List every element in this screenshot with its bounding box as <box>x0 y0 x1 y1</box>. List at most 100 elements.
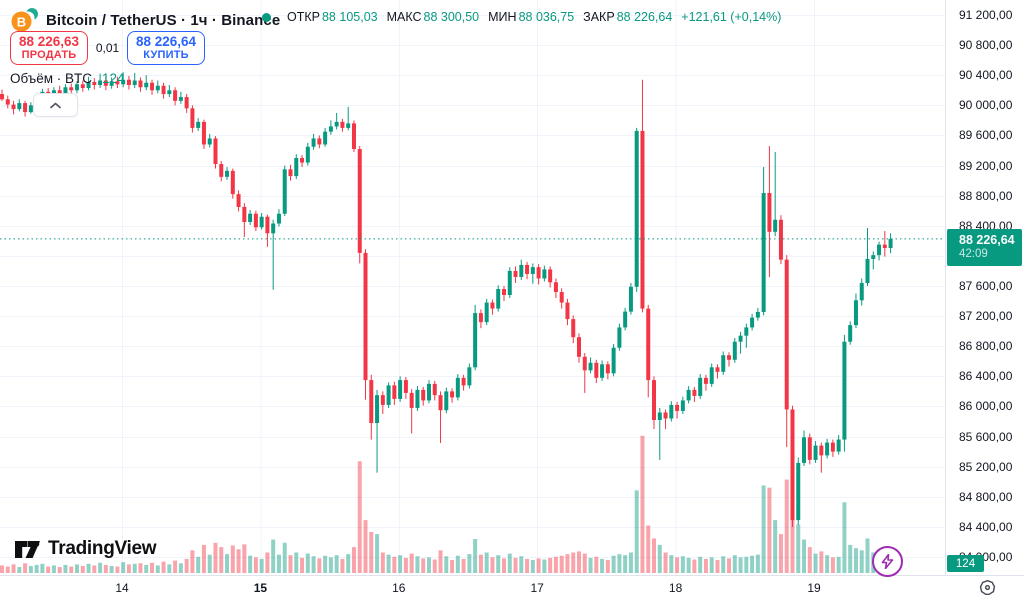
volume-bar <box>709 557 714 573</box>
candle-body <box>294 158 299 177</box>
volume-bar <box>438 550 443 573</box>
price-axis-label: 91 200,00 <box>959 8 1013 22</box>
volume-bar <box>825 555 830 573</box>
candle-body <box>732 341 737 360</box>
volume-bar <box>201 544 206 573</box>
volume-bar <box>346 554 351 573</box>
candle-body <box>842 341 847 440</box>
volume-bar <box>848 544 853 573</box>
volume-bar <box>796 524 801 573</box>
candle-body <box>334 121 339 127</box>
candle-body <box>455 377 460 398</box>
volume-bar <box>640 435 645 573</box>
candle-body <box>565 302 570 320</box>
volume-bar <box>17 567 22 573</box>
lightning-bolt-button[interactable] <box>872 546 903 577</box>
candle-body <box>721 355 726 372</box>
volume-bar <box>496 555 501 573</box>
candle-body <box>490 302 495 309</box>
volume-legend-title: Объём · BTC <box>10 71 93 86</box>
volume-legend: Объём · BTC 124 <box>10 71 125 86</box>
candle-body <box>392 385 397 399</box>
volume-bar <box>328 557 333 573</box>
sell-button[interactable]: 88 226,63 ПРОДАТЬ <box>10 31 88 65</box>
candle-body <box>161 85 166 95</box>
volume-bar <box>657 544 662 573</box>
candle-body <box>888 238 893 248</box>
volume-bar <box>755 554 760 573</box>
candle-body <box>773 219 778 232</box>
volume-bar <box>46 566 51 573</box>
candle-body <box>415 389 420 408</box>
time-axis-label: 19 <box>807 581 821 595</box>
candle-body <box>692 389 697 396</box>
candle-body <box>536 267 541 279</box>
chevron-up-icon <box>50 102 61 109</box>
volume-bar <box>178 563 183 573</box>
volume-bar <box>103 564 108 573</box>
candle-body <box>784 259 789 410</box>
tradingview-logo-text: TradingView <box>48 538 157 559</box>
buy-button[interactable]: 88 226,64 КУПИТЬ <box>127 31 205 65</box>
volume-bar <box>588 557 593 573</box>
candle-body <box>230 170 235 195</box>
candle-body <box>173 90 178 101</box>
candle-body <box>23 103 28 113</box>
volume-bar <box>196 556 201 573</box>
tradingview-logo[interactable]: TradingView <box>14 537 157 561</box>
candle-body <box>553 282 558 293</box>
candle-body <box>600 364 605 378</box>
collapse-pane-button[interactable] <box>33 93 78 117</box>
candle-body <box>155 85 160 91</box>
candle-body <box>398 380 403 399</box>
candle-body <box>57 90 62 94</box>
price-axis-label: 90 400,00 <box>959 68 1013 83</box>
candle-body <box>634 130 639 287</box>
legend-high: МАКС 88 300,50 <box>386 10 480 24</box>
volume-bar <box>663 552 668 573</box>
axis-settings-button[interactable] <box>977 577 998 598</box>
candle-body <box>328 126 333 132</box>
candle-body <box>605 364 610 374</box>
symbol-title[interactable]: Bitcoin / TetherUS · 1ч · Binance <box>46 11 281 29</box>
volume-bar <box>807 547 812 573</box>
market-status-dot <box>262 12 271 22</box>
volume-bar <box>455 555 460 573</box>
candle-body <box>311 138 316 147</box>
candle-body <box>363 252 368 381</box>
btc-coin-icon: B <box>8 5 38 35</box>
volume-bar <box>288 555 293 573</box>
candle-body <box>346 123 351 128</box>
price-axis[interactable]: 91 200,00 90 800,00 90 400,00 90 000,00 89 6… <box>945 0 1024 575</box>
price-axis-label: 88 800,00 <box>959 188 1013 203</box>
buy-price: 88 226,64 <box>135 33 197 49</box>
volume-bar <box>126 564 131 573</box>
volume-axis-badge: 124 <box>947 555 984 572</box>
volume-bar <box>213 542 218 573</box>
volume-bar <box>80 565 85 573</box>
volume-bar <box>86 563 91 573</box>
candle-body <box>121 79 126 85</box>
volume-bar <box>236 549 241 573</box>
volume-bar <box>761 485 766 573</box>
candle-body <box>571 319 576 338</box>
volume-bar <box>715 560 720 573</box>
candle-body <box>386 385 391 405</box>
candle-body <box>709 367 714 384</box>
volume-bar <box>109 565 114 573</box>
volume-bar <box>34 564 39 573</box>
candle-body <box>432 383 437 396</box>
price-axis-label: 88 400,00 <box>959 218 1013 233</box>
candle-body <box>438 395 443 411</box>
volume-bar <box>530 560 535 573</box>
volume-bar <box>259 558 264 573</box>
volume-bar <box>669 555 674 573</box>
candle-body <box>853 300 858 326</box>
volume-bar <box>784 479 789 573</box>
price-axis-label: 87 600,00 <box>959 279 1013 293</box>
time-axis[interactable]: 14 15 16 17 18 19 <box>0 575 1024 600</box>
volume-bar <box>63 564 68 573</box>
candle-body <box>11 104 16 110</box>
candle-body <box>265 216 270 234</box>
